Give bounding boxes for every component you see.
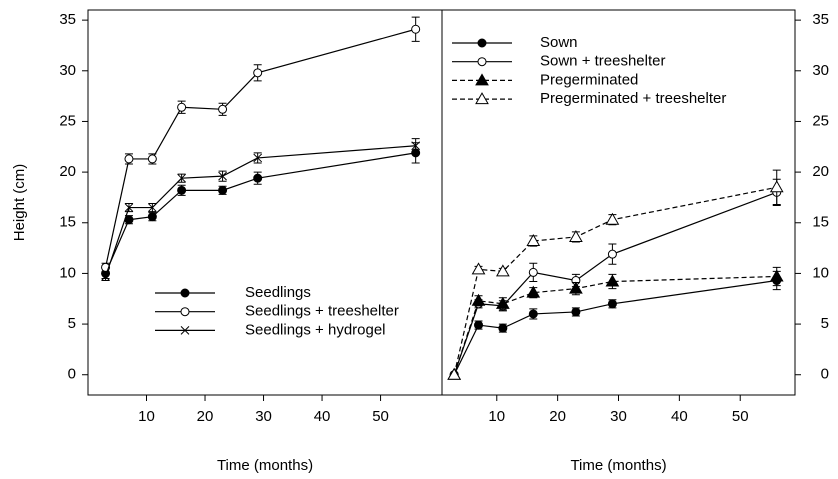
y-tick-label: 10 <box>59 264 76 281</box>
marker <box>180 288 190 298</box>
y-tick-label: 0 <box>821 366 829 383</box>
x-tick-label: 50 <box>732 408 749 425</box>
marker <box>607 249 617 259</box>
y-tick-label: 0 <box>68 366 76 383</box>
marker <box>769 269 784 282</box>
legend-label: Seedlings <box>245 284 311 301</box>
y-tick-label: 30 <box>812 62 829 79</box>
marker <box>411 24 421 34</box>
marker <box>124 154 134 164</box>
y-tick-label: 10 <box>812 264 829 281</box>
marker <box>496 264 510 277</box>
y-tick-label: 25 <box>812 112 829 129</box>
marker <box>177 173 186 183</box>
marker <box>471 293 486 306</box>
y-tick-label: 20 <box>59 163 76 180</box>
legend-label: Sown <box>540 34 578 51</box>
marker <box>177 185 187 195</box>
legend-label: Pregerminated + treeshelter <box>540 90 726 107</box>
y-tick-label: 15 <box>59 214 76 231</box>
y-tick-label: 25 <box>59 112 76 129</box>
y-tick-label: 35 <box>812 11 829 28</box>
marker <box>447 367 462 380</box>
marker <box>253 173 263 183</box>
marker <box>526 285 541 298</box>
x-axis-label: Time (months) <box>217 457 313 474</box>
marker <box>607 299 617 309</box>
marker <box>218 104 228 114</box>
marker <box>477 57 487 67</box>
x-tick-label: 10 <box>138 408 155 425</box>
marker <box>496 296 510 309</box>
marker <box>411 141 421 151</box>
marker <box>571 307 581 317</box>
x-tick-label: 40 <box>314 408 331 425</box>
marker <box>475 73 489 86</box>
marker <box>769 180 784 193</box>
x-tick-label: 10 <box>488 408 505 425</box>
marker <box>180 307 190 317</box>
marker <box>477 38 487 48</box>
marker <box>498 323 508 333</box>
y-tick-label: 35 <box>59 11 76 28</box>
marker <box>528 267 538 277</box>
marker <box>147 212 157 222</box>
legend-label: Seedlings + hydrogel <box>245 321 386 338</box>
y-tick-label: 15 <box>812 214 829 231</box>
x-tick-label: 30 <box>610 408 627 425</box>
y-tick-label: 20 <box>812 163 829 180</box>
marker <box>526 233 541 246</box>
marker <box>124 203 134 212</box>
marker <box>474 320 484 330</box>
legend-label: Sown + treeshelter <box>540 53 666 70</box>
x-tick-label: 30 <box>255 408 272 425</box>
marker <box>253 153 263 163</box>
marker <box>605 274 620 287</box>
y-tick-label: 5 <box>821 315 829 332</box>
legend-label: Pregerminated <box>540 71 638 88</box>
y-axis-label: Height (cm) <box>11 164 28 242</box>
marker <box>605 212 620 225</box>
marker <box>569 229 583 242</box>
marker <box>147 154 157 164</box>
marker <box>471 262 486 275</box>
x-tick-label: 20 <box>549 408 566 425</box>
marker <box>180 326 190 335</box>
x-tick-label: 20 <box>197 408 214 425</box>
marker <box>148 203 157 212</box>
marker <box>218 171 227 181</box>
marker <box>177 102 187 112</box>
marker <box>475 92 489 105</box>
legend-label: Seedlings + treeshelter <box>245 303 399 320</box>
y-tick-label: 30 <box>59 62 76 79</box>
x-tick-label: 50 <box>372 408 389 425</box>
marker <box>101 272 110 281</box>
marker <box>569 281 583 294</box>
marker <box>218 185 228 195</box>
marker <box>253 68 263 78</box>
marker <box>528 309 538 319</box>
x-axis-label: Time (months) <box>570 457 666 474</box>
x-tick-label: 40 <box>671 408 688 425</box>
y-tick-label: 5 <box>68 315 76 332</box>
